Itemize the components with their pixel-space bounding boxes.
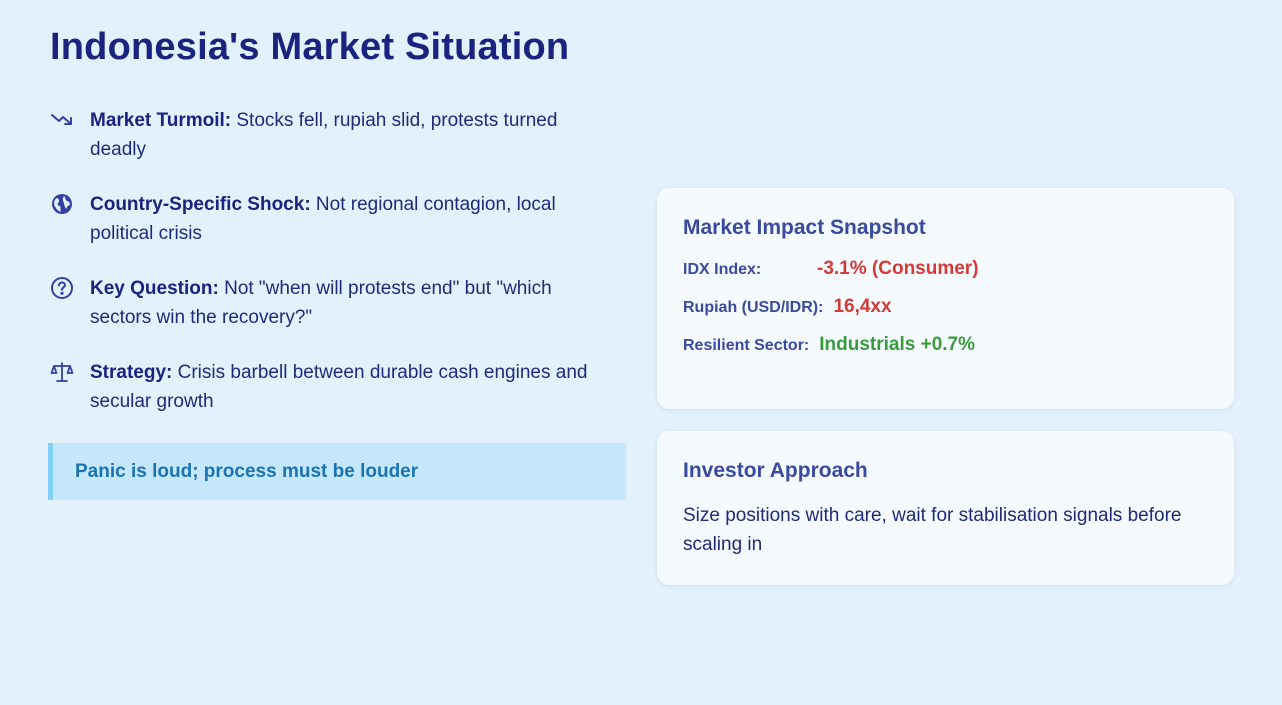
investor-approach-card: Investor Approach Size positions with ca…: [657, 431, 1234, 585]
point-text: Country-Specific Shock: Not regional con…: [90, 190, 610, 248]
point-strategy: Strategy: Crisis barbell between durable…: [50, 358, 610, 416]
snapshot-row-sector: Resilient Sector: Industrials +0.7%: [683, 334, 1208, 356]
question-icon: [50, 276, 74, 300]
point-text: Strategy: Crisis barbell between durable…: [90, 358, 610, 416]
point-label: Strategy:: [90, 362, 173, 383]
point-description: Not "when will protests end" but "which …: [90, 278, 552, 328]
card-title: Investor Approach: [683, 459, 868, 482]
slide-title: Indonesia's Market Situation: [50, 26, 570, 68]
point-key-question: Key Question: Not "when will protests en…: [50, 274, 610, 332]
point-description: Not regional contagion, local political …: [90, 194, 556, 244]
key-points-list: Market Turmoil: Stocks fell, rupiah slid…: [50, 106, 610, 442]
point-market-turmoil: Market Turmoil: Stocks fell, rupiah slid…: [50, 106, 610, 164]
point-label: Market Turmoil:: [90, 110, 232, 131]
globe-icon: [50, 192, 74, 216]
row-value: Industrials +0.7%: [819, 334, 976, 355]
row-label: IDX Index:: [683, 261, 762, 278]
point-description: Crisis barbell between durable cash engi…: [90, 362, 588, 412]
callout-quote: Panic is loud; process must be louder: [48, 443, 626, 500]
point-label: Country-Specific Shock:: [90, 194, 311, 215]
snapshot-row-rupiah: Rupiah (USD/IDR): 16,4xx: [683, 296, 1208, 318]
row-value: 16,4xx: [833, 296, 892, 317]
row-label: Rupiah (USD/IDR):: [683, 299, 824, 316]
point-text: Key Question: Not "when will protests en…: [90, 274, 610, 332]
point-text: Market Turmoil: Stocks fell, rupiah slid…: [90, 106, 610, 164]
trend-down-icon: [50, 108, 74, 132]
scale-icon: [50, 360, 74, 384]
card-title: Market Impact Snapshot: [683, 216, 926, 239]
card-body: Size positions with care, wait for stabi…: [683, 505, 1182, 555]
point-country-shock: Country-Specific Shock: Not regional con…: [50, 190, 610, 248]
market-impact-card: Market Impact Snapshot IDX Index: -3.1% …: [657, 188, 1234, 409]
snapshot-row-idx: IDX Index: -3.1% (Consumer): [683, 258, 1208, 280]
row-value: -3.1% (Consumer): [817, 258, 979, 279]
point-description: Stocks fell, rupiah slid, protests turne…: [90, 110, 558, 160]
row-label: Resilient Sector:: [683, 337, 810, 354]
callout-text: Panic is loud; process must be louder: [75, 460, 419, 482]
point-label: Key Question:: [90, 278, 219, 299]
